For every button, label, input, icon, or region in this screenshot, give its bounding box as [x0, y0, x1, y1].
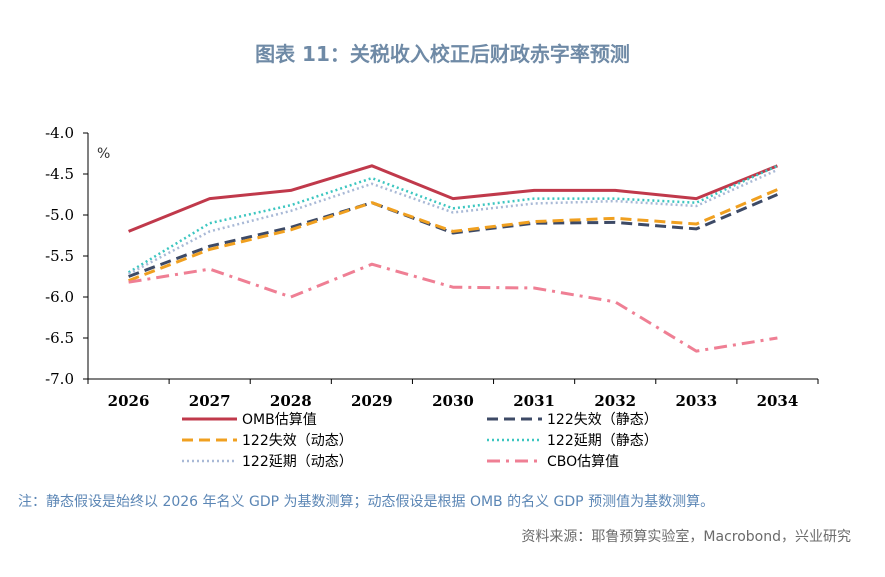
x-tick-label: 2033 [675, 392, 717, 410]
series-line [128, 168, 778, 276]
y-unit-label: % [97, 146, 110, 162]
series-line [128, 193, 778, 278]
legend: OMB估算值 122失效（静态） 122失效（动态） 122延期（静态） 122延期（动… [182, 412, 658, 470]
y-tick-label: -5.5 [45, 247, 74, 265]
series-lines [127, 164, 778, 353]
chart-note: 注：静态假设是始终以 2026 年名义 GDP 为基数测算；动态假设是根据 OM… [18, 494, 715, 510]
legend-label: 122失效（动态） [242, 433, 353, 449]
legend-label: 122延期（动态） [242, 454, 353, 470]
legend-label: 122失效（静态） [547, 412, 658, 428]
y-tick-label: -6.0 [45, 288, 74, 306]
legend-label: CBO估算值 [547, 454, 619, 470]
x-tick-label: 2031 [513, 392, 555, 410]
x-tick-label: 2034 [757, 392, 799, 410]
legend-label: OMB估算值 [242, 412, 317, 428]
x-tick-label: 2026 [108, 392, 150, 410]
x-tick-label: 2028 [270, 392, 312, 410]
legend-label: 122延期（静态） [547, 433, 658, 449]
x-tick-label: 2027 [189, 392, 231, 410]
x-tick-label: 2032 [594, 392, 636, 410]
axes: -4.0 -4.5 -5.0 -5.5 -6.0 -6.5 -7.0 2026 2027 2028… [45, 124, 819, 410]
y-tick-label: -6.5 [45, 329, 74, 347]
series-line [128, 262, 778, 353]
x-tick-label: 2030 [432, 392, 474, 410]
y-tick-label: -7.0 [45, 370, 74, 388]
series-line [128, 188, 778, 282]
x-tick-label: 2029 [351, 392, 393, 410]
series-line [127, 164, 778, 274]
y-tick-label: -5.0 [45, 206, 74, 224]
y-tick-label: -4.5 [45, 165, 74, 183]
y-tick-label: -4.0 [45, 124, 74, 142]
line-chart: -4.0 -4.5 -5.0 -5.5 -6.0 -6.5 -7.0 2026 2027 2028… [45, 124, 819, 470]
series-line [128, 164, 778, 233]
chart-title: 图表 11：关税收入校正后财政赤字率预测 [255, 42, 630, 66]
chart-source: 资料来源：耶鲁预算实验室，Macrobond，兴业研究 [521, 529, 851, 545]
